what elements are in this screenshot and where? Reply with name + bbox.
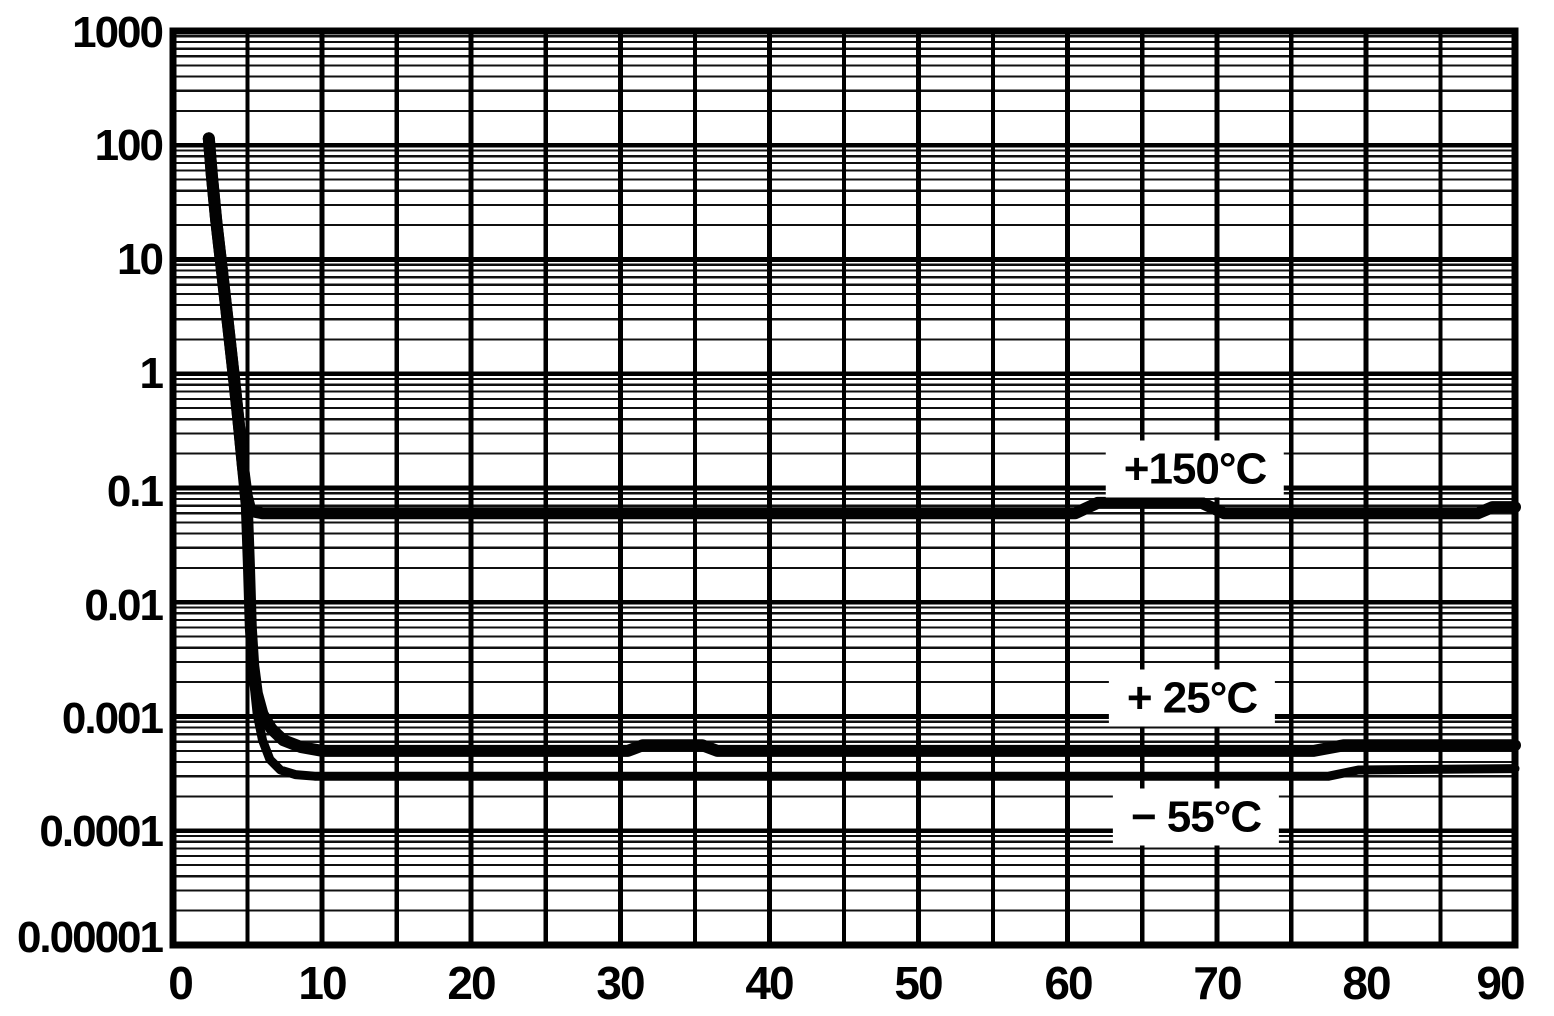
y-tick-label: 0.01 <box>84 581 164 630</box>
plot-frame <box>169 27 1519 949</box>
x-tick-label: 60 <box>1044 957 1093 1009</box>
x-tick-label: 10 <box>298 957 347 1009</box>
y-tick-label: 0.0001 <box>39 807 164 856</box>
x-tick-label: 70 <box>1193 957 1242 1009</box>
y-tick-label: 0.1 <box>106 467 164 516</box>
x-tick-label: 0 <box>168 957 194 1009</box>
y-tick-label: 1000 <box>72 8 164 57</box>
grid <box>169 27 1519 949</box>
x-tick-label: 30 <box>596 957 645 1009</box>
curve-+150°C <box>202 132 1521 520</box>
x-tick-label: 80 <box>1342 957 1391 1009</box>
y-tick-label: 10 <box>117 235 164 284</box>
y-tick-label: 100 <box>94 121 164 170</box>
x-tick-label: 90 <box>1476 957 1525 1009</box>
x-tick-label: 20 <box>447 957 496 1009</box>
curve-label-minus55c: − 55°C <box>1112 788 1280 846</box>
y-tick-label: 1 <box>139 349 165 398</box>
curve-label-150c: +150°C <box>1105 440 1285 498</box>
curve-−55°C <box>204 133 1520 781</box>
y-tick-label: 0.00001 <box>16 913 164 962</box>
curve-label-25c: + 25°C <box>1108 669 1276 727</box>
x-tick-label: 50 <box>894 957 943 1009</box>
curves <box>202 132 1521 781</box>
x-tick-label: 40 <box>745 957 794 1009</box>
y-tick-label: 0.001 <box>61 694 164 743</box>
curve-+25°C <box>202 132 1521 757</box>
